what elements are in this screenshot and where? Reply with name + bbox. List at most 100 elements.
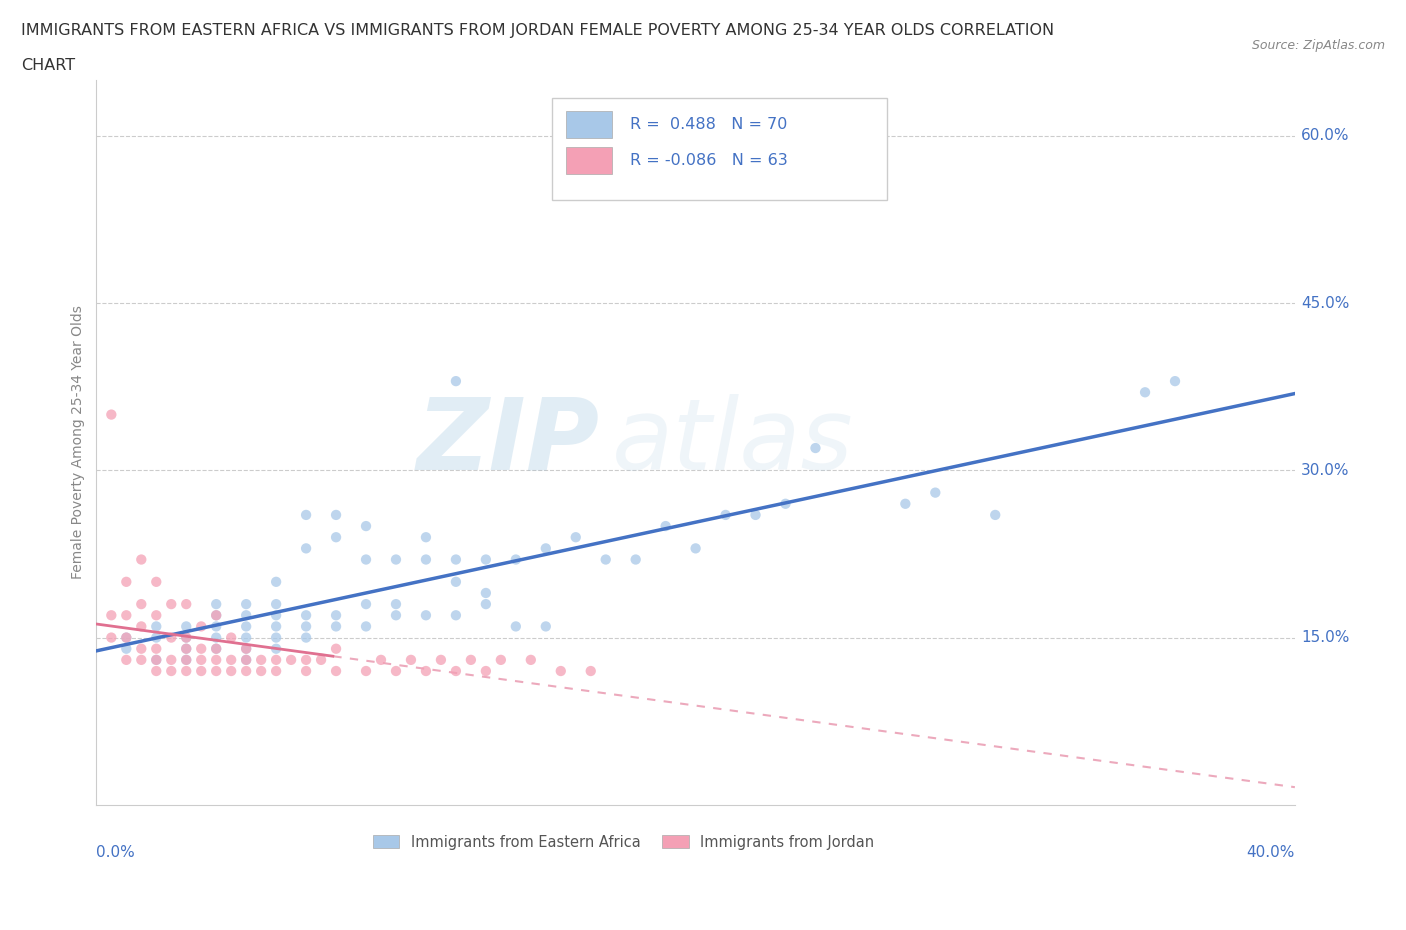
Point [325,530,347,545]
Point [145,653,167,668]
Point [654,519,676,534]
Text: R =  0.488   N = 70: R = 0.488 N = 70 [630,117,787,132]
Point [190,664,212,679]
Text: R = -0.086   N = 63: R = -0.086 N = 63 [630,153,787,168]
Point [174,653,197,668]
Point [145,608,167,623]
Point [219,631,242,645]
Point [325,608,347,623]
Point [129,642,152,657]
Point [280,653,302,668]
Point [190,642,212,657]
Point [174,664,197,679]
Bar [567,111,612,138]
Point [235,642,257,657]
Text: Source: ZipAtlas.com: Source: ZipAtlas.com [1251,39,1385,52]
Point [354,664,377,679]
Point [174,653,197,668]
Point [264,642,287,657]
Point [520,653,543,668]
Point [370,653,392,668]
Point [415,552,437,567]
Text: 30.0%: 30.0% [1301,463,1350,478]
Point [205,642,228,657]
Point [129,597,152,612]
Point [174,619,197,634]
Point [505,552,527,567]
Point [235,653,257,668]
Point [385,664,408,679]
Point [1133,385,1156,400]
Point [174,631,197,645]
Point [804,441,827,456]
Text: 45.0%: 45.0% [1301,296,1350,311]
Bar [551,99,887,200]
Point [475,586,498,601]
Point [174,597,197,612]
Point [415,608,437,623]
Point [534,541,557,556]
Point [219,653,242,668]
Point [460,653,482,668]
Text: atlas: atlas [612,394,853,491]
Point [115,653,138,668]
Point [475,597,498,612]
Point [295,508,318,523]
Point [295,653,318,668]
Point [100,407,122,422]
Text: CHART: CHART [21,58,75,73]
Point [444,575,467,590]
Point [100,608,122,623]
Point [475,552,498,567]
Point [190,653,212,668]
Point [205,608,228,623]
Point [489,653,512,668]
Point [1164,374,1187,389]
Point [385,608,408,623]
Point [129,653,152,668]
Point [145,631,167,645]
Point [775,497,797,512]
Point [100,631,122,645]
Point [115,575,138,590]
Text: 0.0%: 0.0% [97,844,135,859]
Point [235,597,257,612]
Point [115,642,138,657]
Text: 40.0%: 40.0% [1247,844,1295,859]
Point [295,608,318,623]
Point [190,619,212,634]
Point [235,631,257,645]
Point [430,653,453,668]
Point [205,631,228,645]
Point [145,642,167,657]
Point [354,619,377,634]
Point [354,597,377,612]
Point [174,642,197,657]
Point [235,608,257,623]
Point [160,631,183,645]
Point [205,664,228,679]
Text: ZIP: ZIP [416,394,600,491]
Point [160,664,183,679]
Y-axis label: Female Poverty Among 25-34 Year Olds: Female Poverty Among 25-34 Year Olds [72,306,86,579]
Point [264,575,287,590]
Bar [567,147,612,174]
Point [415,530,437,545]
Point [924,485,946,500]
Point [235,642,257,657]
Text: 60.0%: 60.0% [1301,128,1350,143]
Legend: Immigrants from Eastern Africa, Immigrants from Jordan: Immigrants from Eastern Africa, Immigran… [367,829,880,856]
Point [264,653,287,668]
Point [475,664,498,679]
Point [714,508,737,523]
Point [444,608,467,623]
Point [129,552,152,567]
Point [325,664,347,679]
Point [145,575,167,590]
Point [325,642,347,657]
Point [399,653,422,668]
Point [160,597,183,612]
Point [205,608,228,623]
Point [505,619,527,634]
Point [145,653,167,668]
